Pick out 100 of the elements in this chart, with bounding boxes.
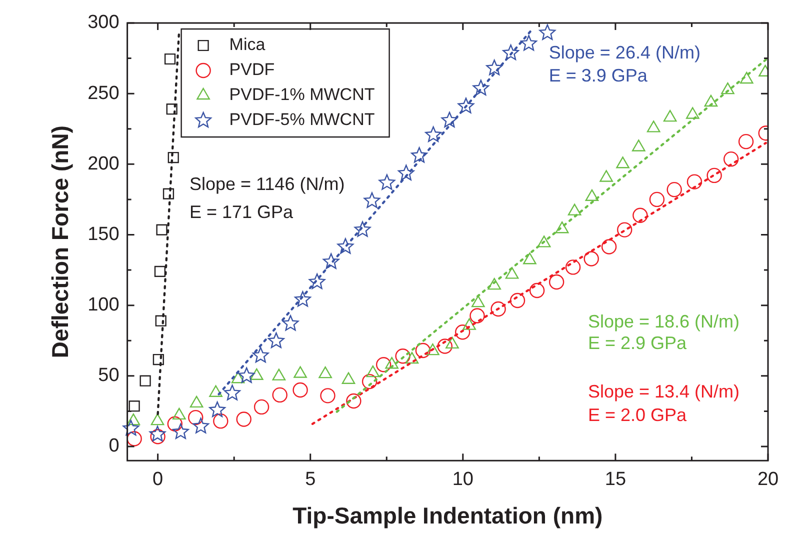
point <box>140 375 151 386</box>
point <box>127 431 142 446</box>
point <box>601 239 617 254</box>
point <box>616 156 630 168</box>
y-tick-label: 300 <box>88 12 120 34</box>
point <box>646 120 660 132</box>
point <box>128 400 140 412</box>
point <box>190 396 204 408</box>
y-tick-label: 150 <box>88 224 120 245</box>
point <box>649 192 665 208</box>
point <box>362 374 378 390</box>
point <box>600 170 613 182</box>
point <box>320 388 336 404</box>
point <box>272 368 286 380</box>
point <box>663 110 677 122</box>
point <box>470 308 485 324</box>
point <box>224 384 240 400</box>
annotation: Slope = 18.6 (N/m) <box>588 311 740 332</box>
point <box>366 365 380 378</box>
point <box>505 267 519 279</box>
legend-label: Mica <box>229 35 266 54</box>
x-axis-title: Tip-Sample Indentation (nm) <box>292 502 603 529</box>
point <box>209 385 222 397</box>
point <box>213 413 228 429</box>
point <box>721 82 734 94</box>
point <box>236 412 252 427</box>
point <box>254 399 270 415</box>
y-tick-label: 50 <box>98 365 120 386</box>
point <box>282 315 299 331</box>
point <box>162 188 174 200</box>
point <box>164 53 176 65</box>
y-tick-label: 100 <box>88 294 120 316</box>
point <box>472 295 485 308</box>
annotation: Slope = 13.4 (N/m) <box>588 381 740 402</box>
y-tick-label: 200 <box>88 153 120 174</box>
annotation: E = 2.9 GPa <box>588 333 688 354</box>
point <box>364 192 380 208</box>
legend-label: PVDF-1% MWCNT <box>229 85 375 104</box>
point <box>585 189 599 202</box>
point <box>172 408 186 420</box>
annotation: E = 3.9 GPa <box>548 65 648 86</box>
point <box>156 224 168 236</box>
x-tick-label: 20 <box>757 469 779 490</box>
legend-label: PVDF-5% MWCNT <box>229 110 375 130</box>
point <box>337 238 354 254</box>
point <box>250 368 264 380</box>
legend-label: PVDF <box>229 60 275 80</box>
point <box>154 266 166 277</box>
point <box>490 301 506 317</box>
y-axis-title: Deflection Force (nN) <box>47 126 74 358</box>
point <box>268 332 284 348</box>
point <box>292 382 308 398</box>
point <box>632 208 648 224</box>
point <box>529 282 545 298</box>
point <box>723 151 739 167</box>
point <box>565 260 581 275</box>
x-tick-label: 5 <box>305 469 316 490</box>
point <box>149 426 166 442</box>
point <box>446 336 459 349</box>
point <box>488 278 501 290</box>
point <box>395 348 410 364</box>
point <box>354 221 371 237</box>
point <box>441 112 458 128</box>
point <box>686 107 700 119</box>
point <box>308 273 326 290</box>
point <box>378 174 396 190</box>
y-tick-label: 0 <box>108 436 120 457</box>
point <box>209 401 226 418</box>
point <box>172 423 189 440</box>
point <box>458 98 474 114</box>
annotation: Slope = 1146 (N/m) <box>189 174 345 194</box>
point <box>520 35 538 51</box>
point <box>666 182 682 198</box>
point <box>122 420 140 436</box>
point <box>166 104 178 115</box>
point <box>192 418 210 434</box>
point <box>238 367 255 383</box>
point <box>398 164 414 180</box>
point <box>188 410 204 426</box>
point <box>294 366 307 378</box>
x-tick-label: 10 <box>452 469 474 490</box>
annotation: Slope = 26.4 (N/m) <box>548 42 700 63</box>
point <box>455 324 470 340</box>
point <box>231 372 245 384</box>
point <box>617 222 632 238</box>
point <box>555 221 569 234</box>
point <box>318 366 332 378</box>
x-tick-label: 0 <box>152 469 164 490</box>
point <box>415 342 431 358</box>
point <box>462 318 476 330</box>
point <box>405 352 419 364</box>
point <box>322 253 340 269</box>
point <box>376 357 392 372</box>
annotation: E = 2.0 GPa <box>588 404 688 425</box>
point <box>155 315 166 326</box>
point <box>706 168 722 184</box>
point <box>167 416 182 432</box>
point <box>686 174 702 190</box>
point <box>740 72 754 84</box>
point <box>510 292 526 308</box>
